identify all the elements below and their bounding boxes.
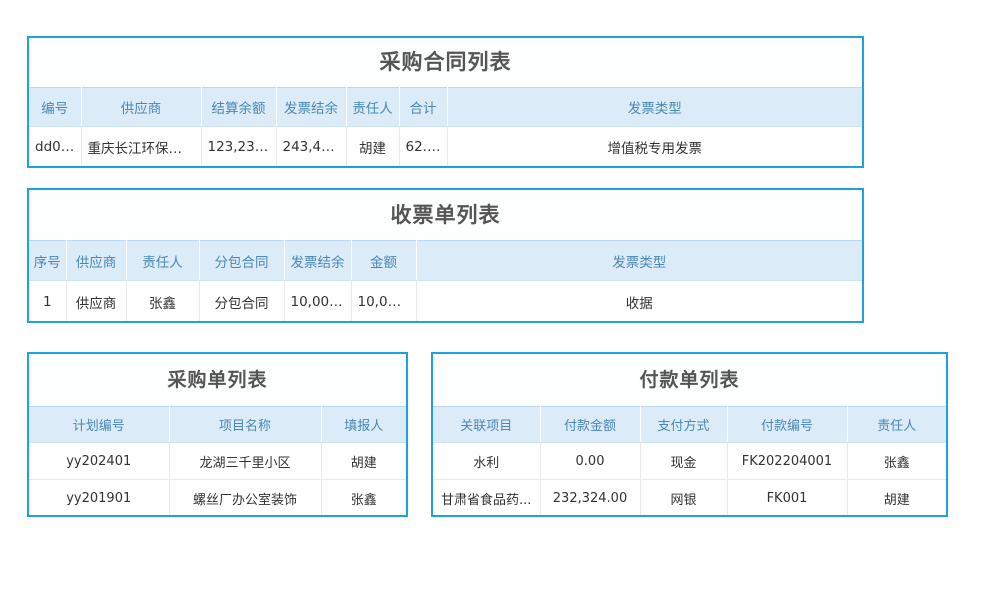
table-cell: 1 bbox=[29, 280, 67, 321]
table-cell: 张鑫 bbox=[126, 280, 200, 321]
table-cell: 0.00 bbox=[540, 442, 641, 480]
table-row[interactable]: 水利 0.00 现金 FK202204001 张鑫 bbox=[433, 442, 946, 480]
payment-order-list-title: 付款单列表 bbox=[433, 354, 946, 406]
column-header: 金额 bbox=[351, 240, 417, 281]
purchase-order-list-table: 计划编号 项目名称 填报人 yy202401 龙湖三千里小区 胡建 yy201901 螺丝厂… bbox=[29, 406, 406, 515]
column-header: 分包合同 bbox=[199, 240, 285, 281]
table-cell: 网银 bbox=[640, 479, 728, 515]
header-row: 关联项目 付款金额 支付方式 付款编号 责任人 bbox=[433, 406, 946, 443]
table-cell: 供应商 bbox=[66, 280, 127, 321]
table-cell: 重庆长江环保科技公司 bbox=[81, 126, 202, 166]
column-header: 结算余额 bbox=[201, 87, 277, 127]
column-header: 填报人 bbox=[321, 406, 406, 443]
table-cell: 胡建 bbox=[321, 442, 406, 480]
table-cell: 增值税专用发票 bbox=[447, 126, 862, 166]
header-row: 编号 供应商 结算余额 发票结余 责任人 合计 发票类型 bbox=[29, 87, 862, 127]
table-cell: 张鑫 bbox=[321, 479, 406, 515]
column-header: 发票结余 bbox=[284, 240, 352, 281]
table-cell: 螺丝厂办公室装饰 bbox=[169, 479, 322, 515]
table-cell: 分包合同 bbox=[199, 280, 285, 321]
column-header: 发票结余 bbox=[276, 87, 347, 127]
column-header: 序号 bbox=[29, 240, 67, 281]
invoice-receipt-list-table: 序号 供应商 责任人 分包合同 发票结余 金额 发票类型 1 供应商 张鑫 分包合同 10,000.… bbox=[29, 240, 862, 321]
table-cell: FK001 bbox=[727, 479, 848, 515]
table-cell: 胡建 bbox=[847, 479, 946, 515]
table-cell: 龙湖三千里小区 bbox=[169, 442, 322, 480]
table-body: yy202401 龙湖三千里小区 胡建 yy201901 螺丝厂办公室装饰 张鑫 bbox=[29, 442, 406, 515]
table-body: dd001重庆长江环保科技公司123,232.00243,435.00胡建62.… bbox=[29, 126, 862, 166]
table-header: 计划编号 项目名称 填报人 bbox=[29, 406, 406, 443]
payment-order-list-table: 关联项目 付款金额 支付方式 付款编号 责任人 水利 0.00 现金 FK202204001 张… bbox=[433, 406, 946, 515]
table-cell: 243,435.00 bbox=[276, 126, 347, 166]
purchase-contract-list-title: 采购合同列表 bbox=[29, 38, 862, 87]
purchase-contract-list-panel: 采购合同列表 编号 供应商 结算余额 发票结余 责任人 合计 发票类型 dd001 重庆长江环… bbox=[27, 36, 864, 168]
table-cell: 水利 bbox=[433, 442, 541, 480]
table-header: 关联项目 付款金额 支付方式 付款编号 责任人 bbox=[433, 406, 946, 443]
column-header: 发票类型 bbox=[447, 87, 862, 127]
table-cell: 收据 bbox=[416, 280, 862, 321]
table-cell: 123,232.00 bbox=[201, 126, 277, 166]
column-header: 供应商 bbox=[81, 87, 202, 127]
table-header: 编号 供应商 结算余额 发票结余 责任人 合计 发票类型 bbox=[29, 87, 862, 127]
table-header: 序号 供应商 责任人 分包合同 发票结余 金额 发票类型 bbox=[29, 240, 862, 281]
column-header: 编号 bbox=[29, 87, 82, 127]
invoice-receipt-list-title: 收票单列表 bbox=[29, 190, 862, 240]
column-header: 计划编号 bbox=[29, 406, 170, 443]
column-header: 供应商 bbox=[66, 240, 127, 281]
column-header: 责任人 bbox=[847, 406, 946, 443]
column-header: 关联项目 bbox=[433, 406, 541, 443]
purchase-order-list-title: 采购单列表 bbox=[29, 354, 406, 406]
invoice-receipt-list-panel: 收票单列表 序号 供应商 责任人 分包合同 发票结余 金额 发票类型 1 供应商 张鑫 分包合同 1… bbox=[27, 188, 864, 323]
table-cell: yy201901 bbox=[29, 479, 170, 515]
table-row[interactable]: yy201901 螺丝厂办公室装饰 张鑫 bbox=[29, 479, 406, 515]
table-cell: yy202401 bbox=[29, 442, 170, 480]
header-row: 计划编号 项目名称 填报人 bbox=[29, 406, 406, 443]
column-header: 支付方式 bbox=[640, 406, 728, 443]
purchase-order-list-panel: 采购单列表 计划编号 项目名称 填报人 yy202401 龙湖三千里小区 胡建 yy201… bbox=[27, 352, 408, 517]
header-row: 序号 供应商 责任人 分包合同 发票结余 金额 发票类型 bbox=[29, 240, 862, 281]
table-cell: 10,000.00 bbox=[351, 280, 417, 321]
table-cell: 现金 bbox=[640, 442, 728, 480]
column-header: 付款金额 bbox=[540, 406, 641, 443]
column-header: 付款编号 bbox=[727, 406, 848, 443]
table-cell: FK202204001 bbox=[727, 442, 848, 480]
table-row[interactable]: dd001重庆长江环保科技公司123,232.00243,435.00胡建62.… bbox=[29, 126, 862, 166]
table-cell: 甘肃省食品药... bbox=[433, 479, 541, 515]
column-header: 责任人 bbox=[346, 87, 400, 127]
table-cell: 张鑫 bbox=[847, 442, 946, 480]
table-row[interactable]: yy202401 龙湖三千里小区 胡建 bbox=[29, 442, 406, 480]
table-cell: 232,324.00 bbox=[540, 479, 641, 515]
payment-order-list-panel: 付款单列表 关联项目 付款金额 支付方式 付款编号 责任人 水利 0.00 现金 FK2022… bbox=[431, 352, 948, 517]
table-body: 水利 0.00 现金 FK202204001 张鑫 甘肃省食品药... 232,324.00… bbox=[433, 442, 946, 515]
table-cell: dd001 bbox=[29, 126, 82, 166]
column-header: 发票类型 bbox=[416, 240, 862, 281]
table-row[interactable]: 甘肃省食品药... 232,324.00 网银 FK001 胡建 bbox=[433, 479, 946, 515]
column-header: 项目名称 bbox=[169, 406, 322, 443]
table-cell: 62.00 bbox=[399, 126, 448, 166]
column-header: 责任人 bbox=[126, 240, 200, 281]
column-header: 合计 bbox=[399, 87, 448, 127]
table-cell: 10,000.00 bbox=[284, 280, 352, 321]
table-cell: 胡建 bbox=[346, 126, 400, 166]
